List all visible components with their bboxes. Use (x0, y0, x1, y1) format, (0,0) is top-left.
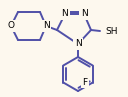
Text: N: N (43, 22, 49, 30)
Text: N: N (81, 10, 87, 19)
Text: SH: SH (105, 26, 118, 36)
Text: O: O (8, 22, 14, 30)
Text: N: N (62, 10, 68, 19)
Text: F: F (82, 78, 87, 87)
Text: N: N (75, 39, 81, 48)
